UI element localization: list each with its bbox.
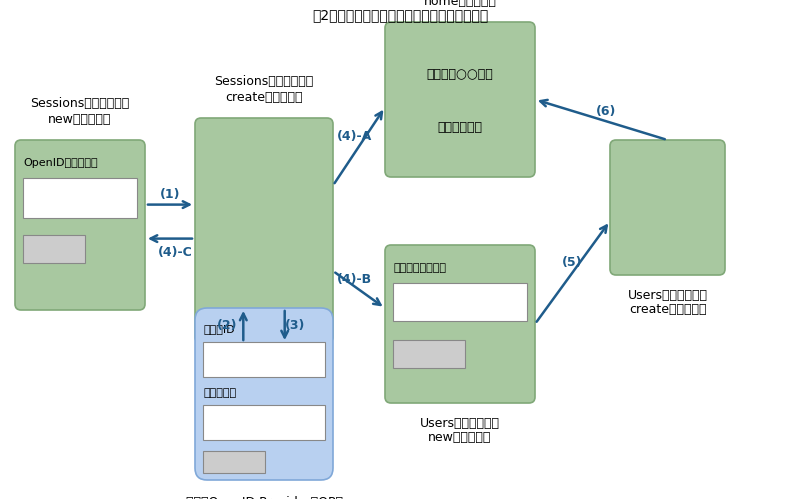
Text: Usersコントローラ: Usersコントローラ (627, 289, 707, 302)
FancyBboxPatch shape (610, 140, 725, 275)
Text: パスワード: パスワード (203, 388, 236, 398)
Text: Usersコントローラ: Usersコントローラ (420, 417, 500, 430)
Text: ユーザID: ユーザID (203, 324, 234, 334)
Text: newアクション: newアクション (48, 113, 112, 126)
Text: OpenIDアカウント: OpenIDアカウント (23, 158, 98, 168)
Bar (393, 283, 527, 321)
Text: (6): (6) (596, 105, 617, 118)
FancyArrowPatch shape (240, 313, 246, 340)
Text: homeアクション: homeアクション (423, 0, 497, 8)
Text: Sessionsコントローラ: Sessionsコントローラ (214, 75, 314, 88)
FancyArrowPatch shape (282, 311, 288, 337)
FancyArrowPatch shape (540, 100, 665, 139)
Text: Sessionsコントローラ: Sessionsコントローラ (30, 97, 130, 110)
Text: (5): (5) (562, 256, 582, 269)
Text: createアクション: createアクション (629, 303, 706, 316)
Text: 外部のOpenID Provider（OP）: 外部のOpenID Provider（OP） (186, 496, 342, 499)
FancyArrowPatch shape (148, 201, 190, 208)
FancyArrowPatch shape (537, 226, 606, 322)
Text: サービス画面: サービス画面 (438, 120, 482, 134)
Bar (203, 451, 265, 473)
Bar (203, 342, 325, 377)
FancyArrowPatch shape (150, 235, 192, 242)
Bar (203, 405, 325, 440)
FancyArrowPatch shape (334, 112, 382, 183)
Text: (4)-C: (4)-C (158, 246, 192, 259)
Text: 図2　サンプルアプリケーションの画面遷移図: 図2 サンプルアプリケーションの画面遷移図 (312, 8, 488, 22)
FancyBboxPatch shape (195, 308, 333, 480)
FancyBboxPatch shape (385, 245, 535, 403)
Text: ニックネーム登録: ニックネーム登録 (393, 263, 446, 273)
Bar (23, 178, 137, 218)
Text: newアクション: newアクション (428, 431, 492, 444)
Text: ようこそ○○さん: ようこそ○○さん (426, 67, 494, 80)
Text: (4)-A: (4)-A (336, 130, 372, 143)
Text: (3): (3) (285, 319, 305, 332)
Bar (23, 235, 85, 263)
Text: (2): (2) (217, 319, 238, 332)
FancyArrowPatch shape (335, 272, 381, 305)
FancyBboxPatch shape (195, 118, 333, 343)
Text: ユーザ登録: ユーザ登録 (413, 349, 446, 359)
Bar (393, 340, 465, 368)
Text: (4)-B: (4)-B (337, 273, 371, 286)
Text: ログイン: ログイン (41, 244, 67, 254)
Text: (1): (1) (160, 188, 180, 201)
Text: createアクション: createアクション (226, 91, 302, 104)
FancyBboxPatch shape (15, 140, 145, 310)
Text: ログイン: ログイン (221, 457, 247, 467)
FancyBboxPatch shape (385, 22, 535, 177)
